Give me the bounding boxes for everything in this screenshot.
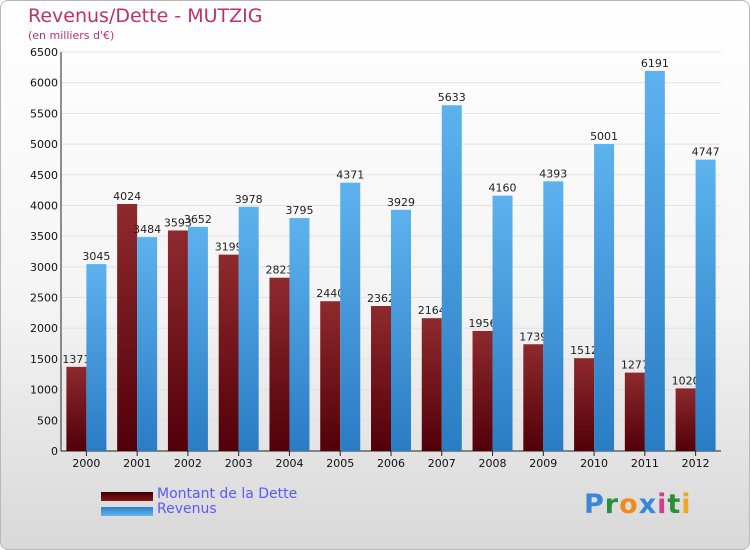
bar-revenus bbox=[137, 237, 158, 451]
data-label: 5001 bbox=[590, 130, 618, 143]
bar-dette bbox=[66, 366, 87, 451]
y-tick-label: 3500 bbox=[30, 230, 58, 243]
legend-swatch-revenus bbox=[101, 507, 153, 516]
data-label: 4024 bbox=[113, 190, 141, 203]
bar-dette bbox=[269, 277, 290, 451]
y-tick-label: 4000 bbox=[30, 199, 58, 212]
y-tick-label: 1500 bbox=[30, 353, 58, 366]
y-tick-label: 0 bbox=[51, 445, 58, 458]
y-tick-label: 3000 bbox=[30, 261, 58, 274]
bar-dette bbox=[218, 254, 239, 451]
x-tick-label: 2006 bbox=[377, 457, 405, 470]
bar-dette bbox=[167, 230, 188, 451]
y-tick-label: 4500 bbox=[30, 169, 58, 182]
data-label: 3199 bbox=[215, 241, 243, 254]
bar-dette bbox=[574, 358, 595, 451]
x-tick-label: 2010 bbox=[580, 457, 608, 470]
bar-dette bbox=[624, 372, 645, 451]
bar-revenus bbox=[187, 226, 208, 451]
x-tick-label: 2007 bbox=[428, 457, 456, 470]
y-tick-label: 6500 bbox=[30, 46, 58, 59]
data-label: 2823 bbox=[265, 264, 293, 277]
logo-letter: i bbox=[681, 489, 692, 520]
data-label: 1277 bbox=[621, 359, 649, 372]
logo-letter: r bbox=[604, 489, 620, 520]
data-label: 6191 bbox=[641, 57, 669, 70]
legend-swatch-dette bbox=[101, 492, 153, 501]
x-tick-label: 2005 bbox=[326, 457, 354, 470]
data-label: 4393 bbox=[539, 167, 567, 180]
bar-dette bbox=[472, 330, 493, 451]
bar-dette bbox=[371, 306, 391, 451]
bar-revenus bbox=[289, 218, 310, 451]
bar-dette bbox=[117, 203, 138, 451]
x-tick-label: 2003 bbox=[225, 457, 253, 470]
data-label: 3929 bbox=[387, 196, 415, 209]
bar-revenus bbox=[543, 181, 564, 451]
data-label: 3045 bbox=[82, 250, 110, 263]
y-tick-label: 2000 bbox=[30, 322, 58, 335]
bar-revenus bbox=[441, 105, 462, 451]
y-tick-label: 2500 bbox=[30, 292, 58, 305]
bar-revenus bbox=[594, 144, 615, 451]
logo-letter: P bbox=[584, 489, 605, 520]
data-label: 4747 bbox=[692, 146, 720, 159]
data-label: 3978 bbox=[235, 193, 263, 206]
data-label: 3484 bbox=[133, 223, 161, 236]
proxiti-logo: Proxiti bbox=[584, 489, 692, 520]
data-label: 3652 bbox=[184, 213, 212, 226]
y-tick-label: 5500 bbox=[30, 107, 58, 120]
legend-label-dette: Montant de la Dette bbox=[157, 486, 298, 502]
x-tick-label: 2001 bbox=[123, 457, 151, 470]
bar-dette bbox=[421, 318, 442, 451]
data-label: 4160 bbox=[489, 182, 517, 195]
chart-subtitle: (en milliers d'€) bbox=[28, 29, 115, 42]
bar-revenus bbox=[391, 209, 411, 451]
data-label: 1512 bbox=[570, 344, 598, 357]
data-label: 1020 bbox=[672, 374, 700, 387]
data-label: 1739 bbox=[519, 330, 547, 343]
chart-title: Revenus/Dette - MUTZIG bbox=[28, 5, 263, 27]
bar-revenus bbox=[86, 264, 107, 451]
bar-revenus bbox=[695, 159, 716, 451]
bar-revenus bbox=[644, 70, 665, 452]
data-label: 1371 bbox=[62, 353, 90, 366]
bar-dette bbox=[320, 301, 341, 451]
data-label: 2164 bbox=[418, 304, 446, 317]
bar-dette bbox=[675, 388, 696, 451]
logo-letter: i bbox=[657, 489, 668, 520]
legend-label-revenus: Revenus bbox=[157, 501, 217, 517]
y-tick-label: 6000 bbox=[30, 77, 58, 90]
data-label: 3795 bbox=[285, 204, 313, 217]
bar-dette bbox=[523, 344, 544, 451]
logo-letter: x bbox=[638, 489, 658, 520]
x-tick-label: 2009 bbox=[529, 457, 557, 470]
data-label: 2440 bbox=[316, 287, 344, 300]
y-tick-label: 1000 bbox=[30, 384, 58, 397]
logo-letter: t bbox=[667, 489, 682, 520]
data-label: 2362 bbox=[367, 292, 395, 305]
x-tick-label: 2008 bbox=[479, 457, 507, 470]
data-label: 1956 bbox=[469, 317, 497, 330]
y-tick-label: 500 bbox=[37, 414, 58, 427]
logo-letter: o bbox=[619, 489, 639, 520]
x-tick-label: 2012 bbox=[682, 457, 710, 470]
data-label: 3593 bbox=[164, 216, 192, 229]
bar-revenus bbox=[492, 195, 513, 451]
data-label: 5633 bbox=[438, 91, 466, 104]
x-tick-label: 2002 bbox=[174, 457, 202, 470]
y-tick-label: 5000 bbox=[30, 138, 58, 151]
x-tick-label: 2011 bbox=[631, 457, 659, 470]
x-tick-label: 2000 bbox=[72, 457, 100, 470]
bar-revenus bbox=[340, 182, 361, 451]
data-label: 4371 bbox=[336, 169, 364, 182]
bar-revenus bbox=[238, 206, 259, 451]
x-tick-label: 2004 bbox=[275, 457, 303, 470]
